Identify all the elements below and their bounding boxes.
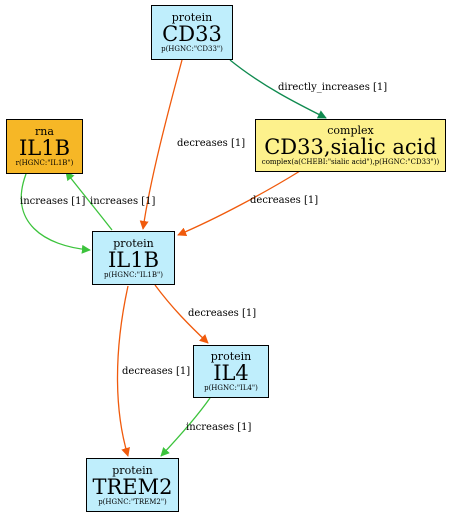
node-identifier: complex(a(CHEBI:"sialic acid"),p(HGNC:"C… [261, 158, 440, 166]
node-cd33[interactable]: protein CD33 p(HGNC:"CD33") [151, 5, 233, 60]
edge-complex-decreases-il1b [177, 170, 301, 236]
edge-label-cd33-complex: directly_increases [1] [278, 82, 388, 93]
node-name: IL4 [213, 361, 249, 385]
node-kind: protein [210, 350, 252, 363]
edge-cd33-directly-increases-complex [229, 59, 327, 119]
node-il4[interactable]: protein IL4 p(HGNC:"IL4") [193, 345, 269, 398]
node-il1b-rna[interactable]: rna IL1B r(HGNC:"IL1B") [6, 119, 83, 174]
edge-label-il1b-trem2: decreases [1] [122, 366, 191, 377]
node-complex-cd33-sialic-acid[interactable]: complex CD33,sialic acid complex(a(CHEBI… [255, 119, 446, 172]
edge-il1b-increases-rna [65, 171, 113, 231]
node-name: TREM2 [92, 474, 173, 499]
edge-label-cd33-il1b: decreases [1] [177, 138, 246, 149]
edge-label-complex-il1b: decreases [1] [250, 195, 319, 206]
node-identifier: r(HGNC:"IL1B") [15, 159, 74, 167]
node-name: IL1B [18, 136, 71, 160]
edge-il1b-decreases-trem2 [116, 285, 130, 457]
edge-il4-increases-trem2 [160, 397, 211, 457]
node-name: CD33 [162, 22, 222, 46]
node-name: CD33,sialic acid [264, 135, 437, 159]
node-name: IL1B [107, 247, 160, 272]
edge-il1b-decreases-il4 [154, 284, 209, 344]
edge-label-il1b-il4: decreases [1] [188, 308, 257, 319]
node-kind: protein [171, 11, 213, 24]
edge-label-rna-il1b: increases [1] [20, 196, 86, 207]
node-identifier: p(HGNC:"IL1B") [104, 270, 163, 279]
edge-label-il4-trem2: increases [1] [186, 422, 252, 433]
node-identifier: p(HGNC:"TREM2") [98, 497, 167, 506]
node-kind: protein [112, 463, 153, 477]
node-kind: protein [113, 236, 154, 250]
node-kind: rna [35, 125, 54, 138]
edge-rna-increases-il1b [20, 173, 91, 254]
edge-cd33-decreases-il1b [139, 59, 183, 230]
edge-label-il1b-rna: increases [1] [90, 196, 156, 207]
node-kind: complex [327, 124, 374, 137]
node-trem2[interactable]: protein TREM2 p(HGNC:"TREM2") [86, 458, 179, 512]
node-il1b[interactable]: protein IL1B p(HGNC:"IL1B") [92, 231, 175, 285]
node-identifier: p(HGNC:"CD33") [161, 45, 223, 53]
node-identifier: p(HGNC:"IL4") [204, 384, 258, 392]
